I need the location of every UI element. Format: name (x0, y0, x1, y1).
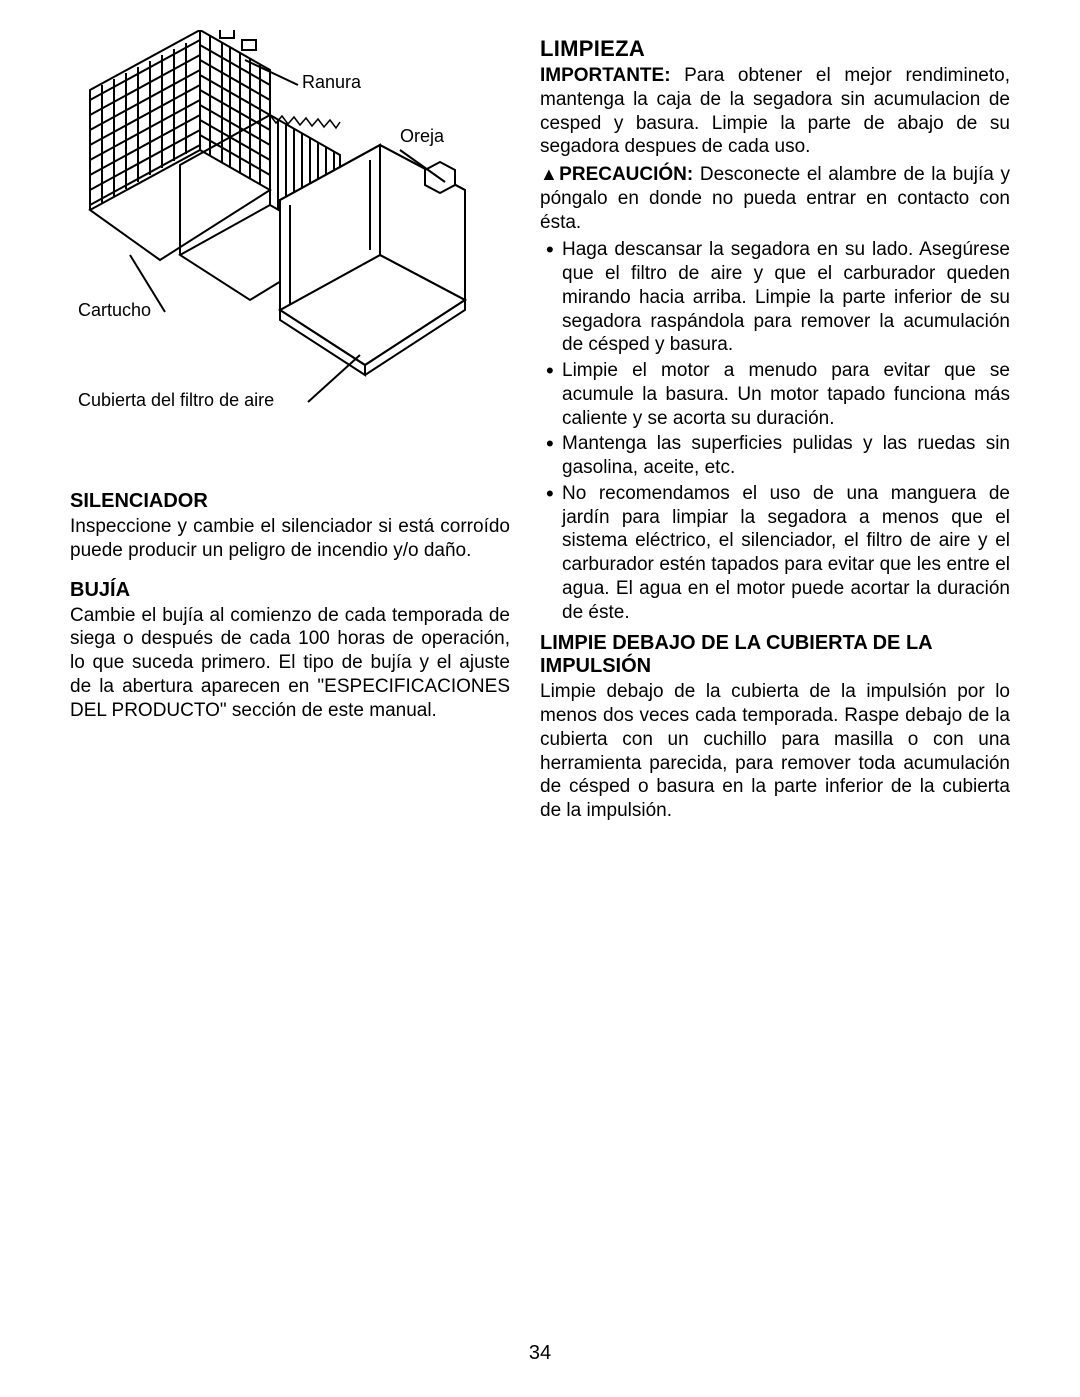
page-number: 34 (0, 1342, 1080, 1365)
list-item: Haga descansar la segadora en su lado. A… (540, 238, 1010, 357)
limpieza-precaucion: ▲PRECAUCIÓN: Desconecte el alambre de la… (540, 163, 1010, 234)
diagram-label-cartucho: Cartucho (78, 300, 151, 321)
importante-label: IMPORTANTE: (540, 65, 671, 86)
warning-icon: ▲ (540, 164, 559, 184)
limpie-debajo-body: Limpie debajo de la cubierta de la impul… (540, 680, 1010, 823)
diagram-label-oreja: Oreja (400, 126, 444, 147)
bujia-heading: BUJÍA (70, 579, 510, 602)
limpie-debajo-heading: LIMPIE DEBAJO DE LA CUBIERTA DE LA IMPUL… (540, 632, 1010, 678)
limpieza-heading: LIMPIEZA (540, 36, 1010, 62)
bujia-body: Cambie el bujía al comienzo de cada temp… (70, 604, 510, 723)
silenciador-heading: SILENCIADOR (70, 490, 510, 513)
limpieza-importante: IMPORTANTE: Para obtener el mejor rendim… (540, 64, 1010, 159)
precaucion-label: PRECAUCIÓN: (559, 164, 693, 185)
list-item: No recomendamos el uso de una manguera d… (540, 482, 1010, 625)
list-item: Mantenga las superficies pulidas y las r… (540, 432, 1010, 480)
diagram-label-ranura: Ranura (302, 72, 361, 93)
air-filter-diagram: Ranura Oreja Cartucho Cubierta del filtr… (70, 30, 490, 460)
list-item: Limpie el motor a menudo para evitar que… (540, 359, 1010, 430)
diagram-label-cubierta: Cubierta del filtro de aire (78, 390, 274, 411)
silenciador-body: Inspeccione y cambie el silenciador si e… (70, 515, 510, 563)
limpieza-bullets: Haga descansar la segadora en su lado. A… (540, 238, 1010, 624)
